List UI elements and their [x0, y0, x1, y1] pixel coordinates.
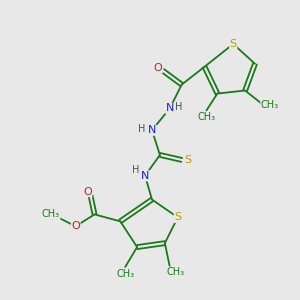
Text: O: O [154, 63, 162, 73]
Text: S: S [184, 155, 191, 165]
Text: O: O [71, 221, 80, 231]
Text: S: S [174, 212, 181, 222]
Text: N: N [141, 171, 149, 181]
Text: CH₃: CH₃ [167, 267, 185, 277]
Text: S: S [230, 39, 237, 49]
Text: N: N [166, 103, 174, 113]
Text: H: H [138, 124, 146, 134]
Text: O: O [83, 187, 92, 196]
Text: H: H [175, 102, 182, 112]
Text: CH₃: CH₃ [116, 269, 134, 279]
Text: N: N [148, 125, 156, 135]
Text: H: H [132, 165, 140, 175]
Text: CH₃: CH₃ [261, 100, 279, 110]
Text: CH₃: CH₃ [197, 112, 215, 122]
Text: CH₃: CH₃ [42, 209, 60, 219]
